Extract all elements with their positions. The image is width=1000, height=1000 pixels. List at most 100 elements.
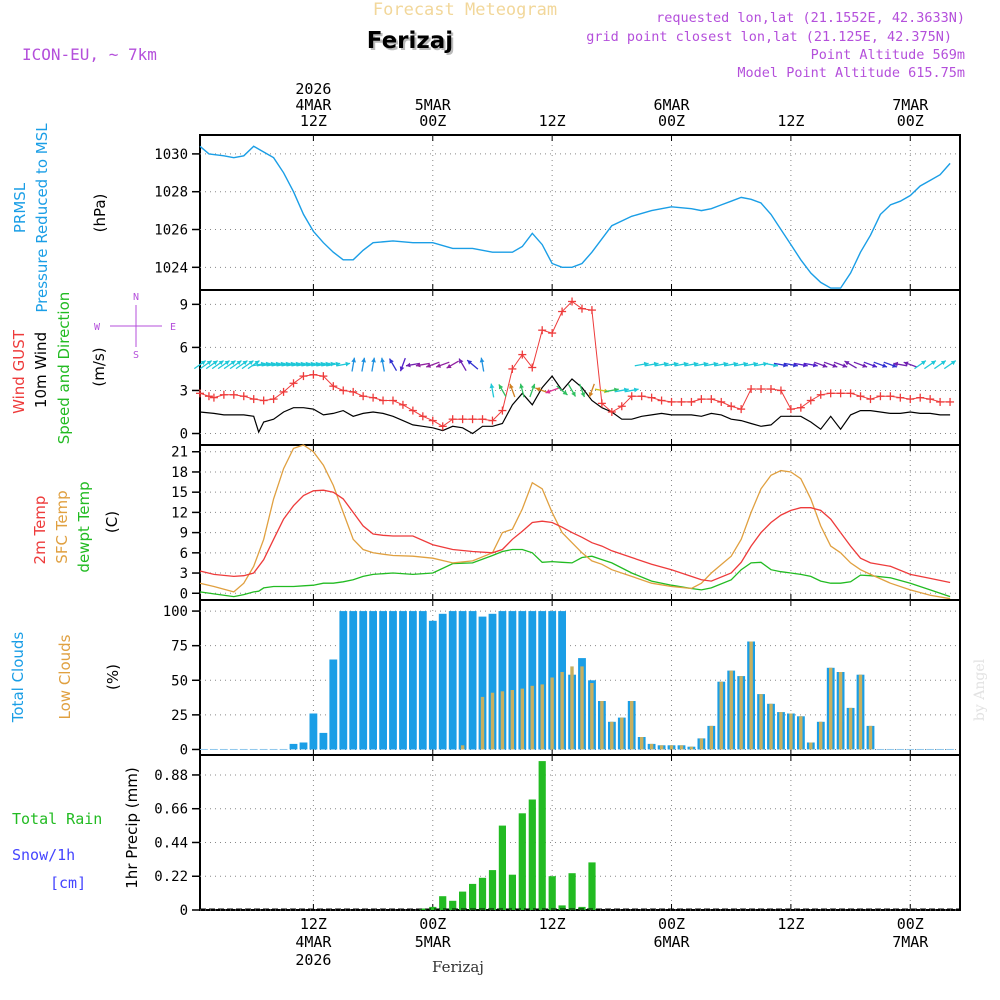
wind-arrow-head (361, 357, 366, 363)
rain-bar (488, 870, 497, 910)
y-tick-label: 0 (180, 586, 188, 602)
wind-arrow-head (436, 363, 442, 368)
pressure-line (199, 145, 951, 289)
wind-arrow-head (248, 360, 254, 366)
low-clouds-bar (829, 667, 833, 750)
wind-arrow-head (893, 361, 899, 367)
rain-bar (478, 877, 487, 910)
low-clouds-bar (769, 703, 773, 750)
y-tick-label: 100 (163, 604, 188, 620)
wind-arrow-head (509, 383, 514, 389)
total-clouds-bar (399, 611, 407, 750)
wind-arrow-head (903, 361, 909, 366)
wind-arrow-head (212, 360, 218, 366)
time-label-bottom: 00Z (658, 915, 685, 933)
time-label-top: 6MAR (653, 96, 690, 114)
wind-arrow-head (380, 357, 385, 363)
requested-coords: requested lon,lat (21.1552E, 42.3633N) (656, 10, 965, 26)
low-clouds-bar (789, 713, 793, 750)
time-label-bottom: 00Z (419, 915, 446, 933)
y-tick-label: 25 (171, 708, 188, 724)
total-clouds-bar (468, 611, 477, 750)
sfc-temp-line (199, 444, 951, 600)
wind-arrow-head (519, 383, 524, 389)
y-tick-label: 0 (180, 742, 188, 758)
rain-bar (469, 883, 477, 910)
y-tick-label: 1028 (154, 185, 188, 201)
precip-label-snow: Snow/1h (12, 846, 75, 864)
wind-label-10m: 10m Wind (32, 332, 50, 408)
total-clouds-bar (289, 743, 298, 750)
pressure-label-units: (hPa) (91, 194, 109, 233)
total-clouds-bar (478, 616, 487, 750)
wind-arrow-head (345, 361, 351, 367)
panel-frame (199, 754, 961, 911)
low-clouds-bar (819, 721, 823, 750)
low-clouds-bar (630, 701, 634, 750)
low-clouds-bar (749, 641, 753, 750)
rain-bar (518, 813, 526, 910)
total-clouds-bar (458, 611, 467, 750)
wind-arrow-head (832, 363, 838, 368)
wind-arrow-head (406, 362, 411, 368)
low-clouds-bar (858, 674, 863, 750)
watermark: by Angel (972, 658, 988, 721)
low-clouds-bar (540, 684, 544, 750)
compass-north: N (133, 292, 139, 303)
time-label-bottom: 12Z (300, 915, 327, 933)
y-tick-label: 9 (180, 526, 188, 542)
rain-bar (429, 906, 437, 910)
wind-arrow-head (571, 391, 576, 397)
time-label-bottom: 7MAR (892, 933, 929, 951)
low-clouds-bar (799, 716, 803, 750)
y-tick-label: 0 (180, 903, 188, 919)
y-tick-label: 50 (171, 673, 188, 689)
wind-arrow-head (562, 390, 568, 395)
rain-bar (508, 874, 516, 910)
wind-arrow-head (842, 363, 848, 368)
rain-bar (498, 825, 506, 910)
clouds-label-low: Low Clouds (56, 634, 74, 719)
wind-arrow-head (844, 361, 850, 366)
precipitation-panel: 0 0.22 0.44 0.66 0.88 (154, 754, 961, 919)
rain-bar (449, 900, 457, 910)
total-clouds-bar (438, 613, 447, 750)
model-altitude: Model Point Altitude 615.75m (737, 65, 965, 81)
total-clouds-bar (319, 732, 328, 750)
time-label-bottom: 2026 (295, 951, 331, 969)
low-clouds-bar (620, 717, 624, 750)
wind-arrow-head (218, 360, 224, 366)
rain-bar (459, 891, 467, 910)
low-clouds-bar (530, 685, 534, 750)
rain-bar (558, 905, 566, 910)
rain-bar (439, 896, 447, 910)
time-label-top: 00Z (897, 112, 924, 130)
low-clouds-bar (460, 745, 465, 750)
panel-frame (199, 134, 961, 291)
wind-arrow-head (200, 360, 206, 366)
location-title: Ferizaj (367, 28, 453, 54)
wind-arrow-head (498, 384, 504, 390)
wind-arrow-head (940, 360, 946, 366)
low-clouds-bar (610, 721, 614, 750)
total-clouds-bar (389, 611, 397, 750)
wind-arrow-head (230, 360, 236, 366)
wind-label-gust: Wind GUST (10, 329, 28, 414)
clouds-panel: 0 25 50 75 100 (163, 599, 961, 758)
temp-label-2m: 2m Temp (31, 496, 49, 565)
wind-arrow-head (862, 363, 868, 368)
y-tick-label: 0 (180, 427, 188, 443)
rain-bar (568, 873, 576, 910)
y-tick-label: 0.66 (154, 802, 188, 818)
low-clouds-bar (848, 707, 853, 750)
total-clouds-bar (518, 611, 527, 750)
total-clouds-bar (359, 611, 368, 750)
wind-arrow-head (530, 383, 536, 389)
low-clouds-bar (490, 692, 495, 750)
low-clouds-bar (838, 672, 843, 750)
time-label-top: 12Z (300, 112, 327, 130)
wind-label-units: (m/s) (90, 347, 108, 386)
rain-bar (419, 908, 427, 910)
wind-arrow-head (389, 358, 394, 364)
